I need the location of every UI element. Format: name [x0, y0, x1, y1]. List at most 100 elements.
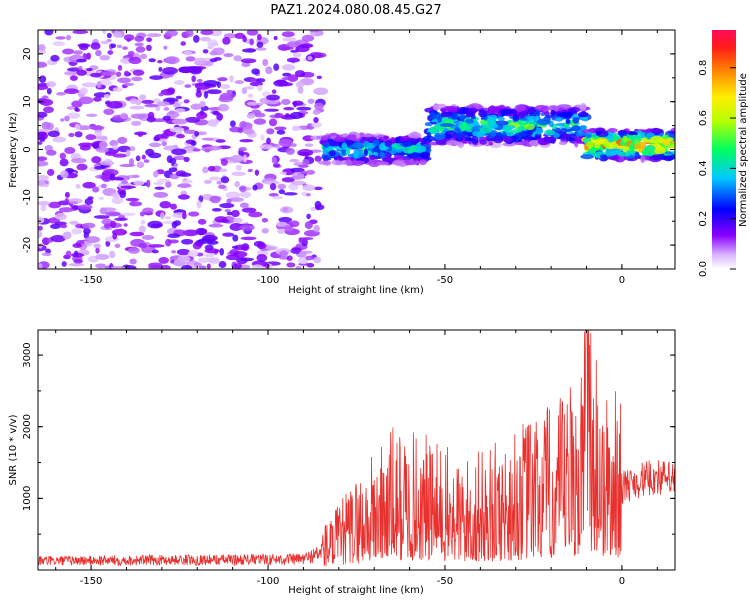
heatmap-cell	[207, 39, 218, 47]
y-tick-label: -10	[22, 189, 33, 205]
heatmap-cell	[372, 139, 380, 147]
heatmap-cell	[176, 134, 185, 139]
heatmap-cell	[286, 255, 293, 262]
heatmap-cell	[203, 80, 219, 87]
heatmap-cell	[106, 32, 112, 39]
heatmap-cell	[225, 191, 241, 199]
heatmap-cell	[234, 181, 240, 188]
heatmap-cell	[139, 211, 145, 217]
heatmap-cell	[269, 183, 277, 191]
heatmap-cell	[172, 118, 188, 125]
heatmap-cell	[492, 135, 504, 144]
heatmap-cell	[180, 264, 193, 269]
heatmap-cell	[253, 240, 264, 247]
heatmap-cell	[363, 148, 368, 157]
heatmap-cell	[140, 219, 146, 225]
heatmap-cell	[79, 87, 88, 95]
heatmap-cell	[188, 211, 200, 217]
heatmap-cell	[39, 98, 54, 106]
heatmap-cell	[158, 92, 164, 97]
heatmap-cell	[110, 220, 117, 229]
heatmap-cell	[264, 180, 280, 185]
snr-ticks: -150 -100 -50 0 1000 2000 3000	[22, 330, 675, 587]
heatmap-cell	[546, 114, 559, 119]
heatmap-cell	[101, 183, 107, 189]
heatmap-cell	[114, 243, 121, 249]
heatmap-cell	[478, 109, 488, 118]
heatmap-cell	[283, 224, 294, 232]
heatmap-cell	[173, 220, 181, 226]
heatmap-cell	[489, 123, 499, 129]
heatmap-cell	[459, 114, 466, 121]
heatmap-cell	[59, 158, 69, 167]
heatmap-cell	[262, 58, 269, 67]
heatmap-cell	[165, 180, 172, 188]
heatmap-cell	[559, 133, 570, 138]
heatmap-cell	[46, 87, 52, 95]
heatmap-cell	[204, 248, 220, 254]
heatmap-cell	[266, 137, 271, 145]
heatmap-cell	[104, 151, 116, 156]
heatmap-cell	[233, 251, 248, 258]
heatmap-cell	[292, 100, 304, 106]
heatmap-cell	[194, 131, 200, 137]
heatmap-cell	[110, 43, 117, 49]
heatmap-cell	[640, 155, 646, 163]
heatmap-cell	[557, 104, 572, 109]
snr-y-label: SNR (10 * v/v)	[8, 414, 19, 485]
heatmap-cell	[163, 106, 170, 111]
heatmap-cell	[187, 250, 199, 257]
heatmap-cell	[536, 119, 551, 126]
heatmap-cell	[93, 215, 110, 219]
heatmap-cell	[77, 43, 91, 48]
heatmap-cell	[76, 125, 92, 131]
heatmap-cell	[170, 259, 175, 264]
heatmap-cell	[181, 179, 193, 184]
heatmap-cell	[115, 71, 122, 77]
heatmap-cell	[84, 198, 94, 206]
heatmap-cell	[294, 70, 306, 78]
heatmap-cell	[559, 111, 573, 118]
heatmap-cell	[296, 106, 312, 111]
heatmap-cell	[622, 135, 628, 143]
heatmap-cell	[86, 52, 91, 60]
heatmap-cell	[180, 190, 188, 196]
y-tick-label: 20	[22, 48, 33, 61]
heatmap-cell	[234, 80, 245, 85]
heatmap-cell	[314, 155, 322, 162]
heatmap-cell	[290, 180, 307, 186]
heatmap-cell	[131, 76, 143, 82]
heatmap-cell	[289, 111, 304, 120]
heatmap-cell	[363, 140, 370, 148]
heatmap-cell	[196, 111, 208, 120]
heatmap-cell	[202, 49, 209, 54]
heatmap-cell	[71, 252, 84, 258]
heatmap-cell	[211, 207, 222, 212]
heatmap-cell	[195, 227, 207, 236]
heatmap-cell	[38, 200, 50, 206]
heatmap-cell	[301, 238, 308, 247]
heatmap-cell	[40, 204, 47, 212]
heatmap-cell	[514, 142, 528, 146]
heatmap-cell	[52, 41, 66, 47]
colorbar-gradient	[712, 30, 736, 269]
heatmap-cell	[565, 117, 570, 125]
heatmap-cell	[279, 206, 294, 214]
heatmap-cell	[129, 231, 145, 237]
heatmap-cell	[204, 253, 215, 258]
heatmap-cell	[502, 124, 516, 130]
heatmap-cell	[105, 240, 111, 247]
heatmap-cell	[505, 129, 515, 137]
heatmap-cell	[488, 141, 494, 146]
heatmap-cell	[112, 232, 118, 240]
heatmap-cell	[38, 225, 43, 231]
heatmap-cell	[159, 200, 172, 209]
heatmap-cell	[352, 150, 360, 158]
heatmap-cell	[244, 86, 255, 90]
heatmap-cell	[232, 234, 239, 242]
heatmap-cell	[71, 100, 83, 108]
heatmap-cell	[185, 56, 196, 62]
heatmap-cell	[266, 128, 275, 135]
heatmap-cell	[248, 211, 263, 218]
heatmap-cell	[289, 158, 300, 163]
